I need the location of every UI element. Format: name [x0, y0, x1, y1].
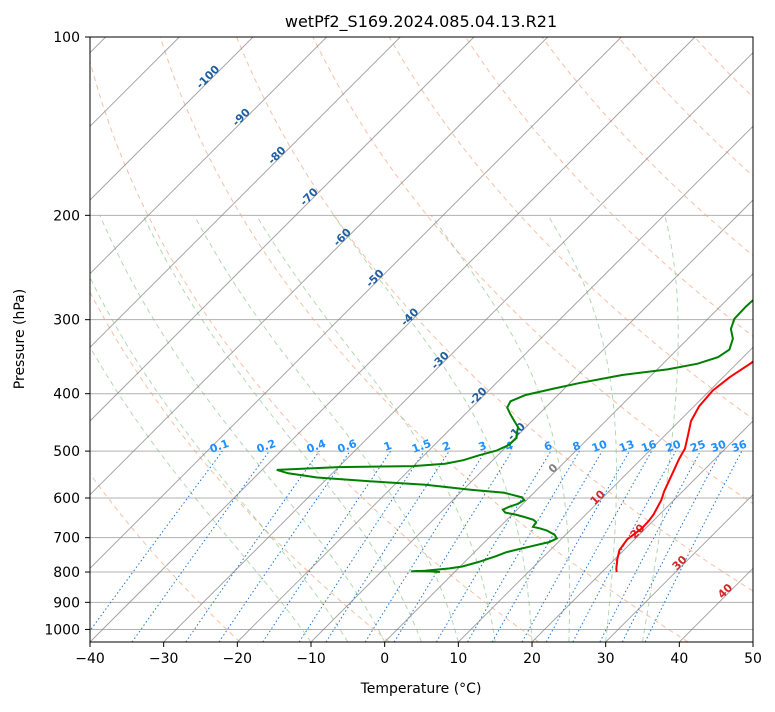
- isotherm-label: -50: [363, 267, 386, 290]
- dry-adiabat-line: [771, 37, 775, 642]
- background-lines: [0, 37, 775, 642]
- x-tick-label: −30: [149, 651, 179, 667]
- y-tick-label: 600: [53, 491, 80, 507]
- y-tick-label: 900: [53, 595, 80, 611]
- y-tick-label: 200: [53, 208, 80, 224]
- isotherm-line: [385, 37, 775, 642]
- x-tick-label: 40: [670, 651, 688, 667]
- mixing-ratio-label: 30: [709, 438, 728, 456]
- isotherm-line: [679, 37, 775, 642]
- y-tick-label: 300: [53, 313, 80, 329]
- isotherm-label: -90: [230, 106, 253, 129]
- x-tick-label: 20: [523, 651, 541, 667]
- warm-isotherm-label: 40: [715, 581, 735, 601]
- warm-isotherm-label: 30: [670, 553, 690, 573]
- isotherm-line: [311, 37, 775, 642]
- mixing-ratio-line: [263, 451, 391, 642]
- mixing-ratio-line: [600, 451, 701, 642]
- mixing-ratio-label: 0.4: [305, 437, 328, 456]
- mixing-ratio-line: [365, 451, 485, 642]
- isotherm-line: [16, 37, 621, 642]
- axes: −40 −30 −20 −10 0 10 20 30 40 50 100 200 300 400 500 60…: [44, 30, 762, 667]
- mixing-ratio-line: [219, 451, 350, 642]
- mixing-ratio-label: 13: [617, 438, 636, 455]
- x-tick-label: −10: [296, 651, 326, 667]
- mixing-ratio-line: [622, 451, 721, 642]
- dry-adiabat-line: [8, 37, 390, 642]
- isotherm-label: -80: [265, 144, 288, 167]
- warm-isotherm-label: 10: [588, 487, 608, 507]
- moist-adiabat-line: [643, 215, 679, 642]
- x-tick-label: −40: [75, 651, 105, 667]
- y-tick-label: 800: [53, 565, 80, 581]
- isotherm-line: [164, 37, 769, 642]
- dry-adiabat-line: [237, 37, 775, 642]
- x-tick-label: 10: [449, 651, 467, 667]
- x-axis-label: Temperature (°C): [360, 681, 482, 697]
- x-tick-label: 50: [744, 651, 762, 667]
- x-tick-label: −20: [223, 651, 253, 667]
- dry-adiabat-line: [0, 37, 240, 642]
- dewpoint-line: [277, 37, 775, 572]
- moist-adiabat-line: [194, 215, 458, 642]
- isotherm-line: [90, 37, 695, 642]
- mixing-ratio-label: 25: [689, 438, 708, 455]
- y-axis-label: Pressure (hPa): [12, 289, 28, 389]
- mixing-ratio-label: 10: [590, 438, 609, 456]
- y-tick-label: 100: [53, 30, 80, 46]
- y-tick-label: 700: [53, 531, 80, 547]
- chart-title: wetPf2_S169.2024.085.04.13.R21: [285, 12, 557, 32]
- mixing-ratio-label: 1.5: [410, 437, 433, 456]
- isotherm-label: -70: [298, 185, 321, 208]
- y-tick-label: 400: [53, 387, 80, 403]
- mixing-ratio-label: 0.1: [208, 437, 231, 456]
- dry-adiabat-line: [389, 37, 775, 642]
- x-tick-label: 0: [380, 651, 389, 667]
- mixing-ratio-label: 0.2: [255, 437, 278, 456]
- mixing-ratio-label: 16: [640, 438, 659, 456]
- isotherm-line: [0, 37, 400, 642]
- isotherm-label: -100: [194, 63, 223, 92]
- mixing-ratio-label: 0.6: [336, 437, 359, 456]
- temperature-line: [616, 37, 775, 572]
- isotherm-line: [0, 37, 253, 642]
- x-tick-label: 30: [597, 651, 615, 667]
- moist-adiabat-line: [431, 215, 569, 642]
- mixing-ratio-line: [468, 451, 580, 642]
- isotherm-line: [0, 37, 327, 642]
- mixing-ratio-line: [522, 451, 629, 642]
- mixing-ratio-line: [82, 451, 223, 642]
- y-tick-label: 500: [53, 444, 80, 460]
- mixing-ratio-label: 36: [730, 438, 749, 456]
- dry-adiabat-line: [695, 37, 775, 642]
- isotherm-label: -60: [331, 226, 354, 249]
- profile-series: [277, 37, 775, 572]
- mixing-ratio-line: [573, 451, 676, 642]
- y-tick-label: 1000: [44, 622, 80, 638]
- isotherm-line: [753, 37, 775, 642]
- dry-adiabat-line: [542, 37, 775, 642]
